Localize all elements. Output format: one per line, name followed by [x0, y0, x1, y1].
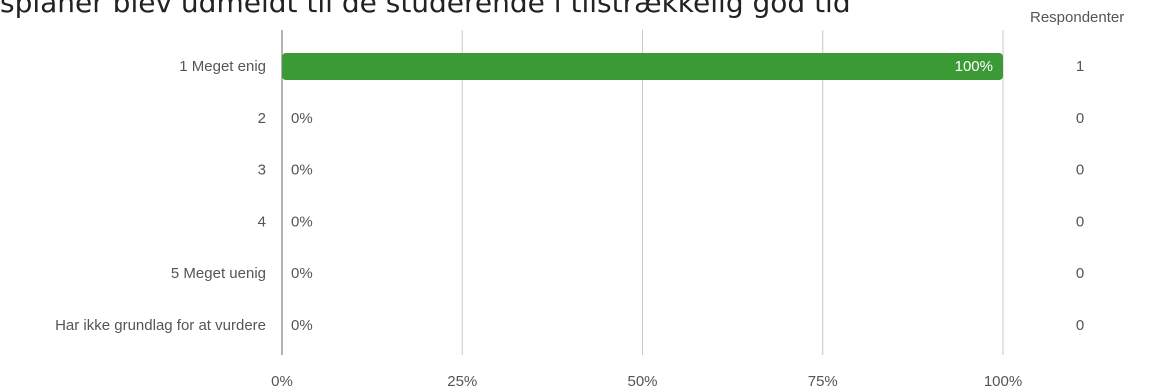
- bar-value-label: 100%: [955, 58, 993, 75]
- respondent-count: 0: [1076, 162, 1084, 179]
- respondent-count: 0: [1076, 265, 1084, 282]
- bar-value-label: 0%: [291, 317, 313, 334]
- respondent-count: 1: [1076, 58, 1084, 75]
- x-tick-label: 0%: [271, 373, 293, 390]
- bar: [282, 53, 1003, 80]
- category-label: 4: [258, 213, 266, 230]
- x-tick-label: 75%: [808, 373, 838, 390]
- chart-title: splaner blev udmeldt til de studerende i…: [0, 0, 851, 19]
- respondent-count: 0: [1076, 317, 1084, 334]
- category-label: 5 Meget uenig: [171, 265, 266, 282]
- category-label: 1 Meget enig: [179, 58, 266, 75]
- category-label: 2: [258, 110, 266, 127]
- x-tick-label: 100%: [984, 373, 1022, 390]
- bar-value-label: 0%: [291, 265, 313, 282]
- x-tick-label: 50%: [627, 373, 657, 390]
- respondent-count: 0: [1076, 213, 1084, 230]
- bar-value-label: 0%: [291, 213, 313, 230]
- x-tick-label: 25%: [447, 373, 477, 390]
- category-label: Har ikke grundlag for at vurdere: [55, 317, 266, 334]
- category-label: 3: [258, 162, 266, 179]
- bar-value-label: 0%: [291, 162, 313, 179]
- respondents-header: Respondenter: [1030, 9, 1125, 26]
- respondent-count: 0: [1076, 110, 1084, 127]
- bar-value-label: 0%: [291, 110, 313, 127]
